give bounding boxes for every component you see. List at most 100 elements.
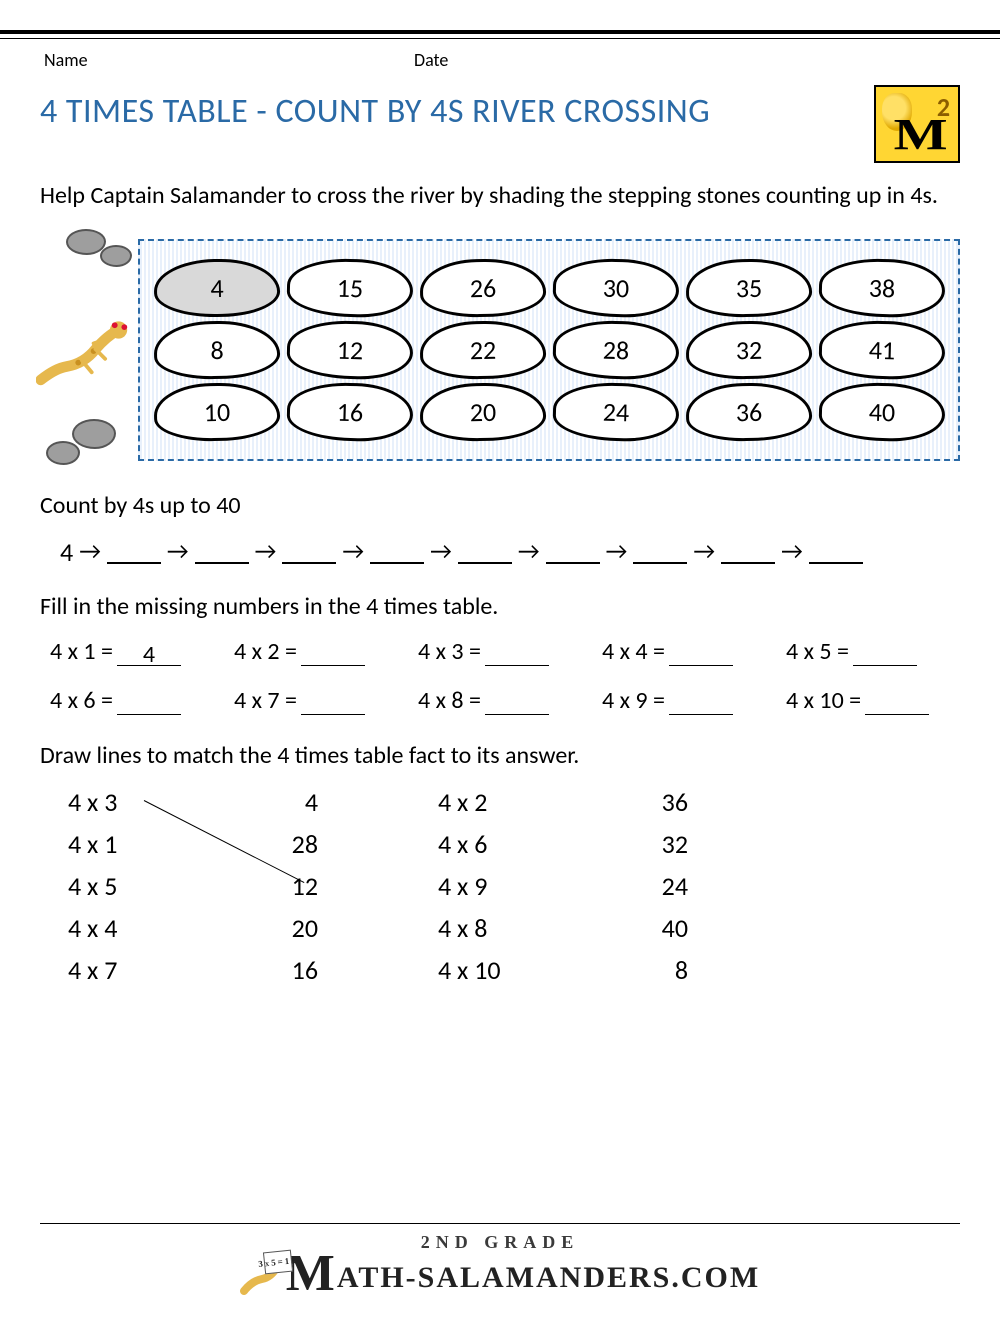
mult-answer-blank[interactable]	[669, 640, 733, 666]
stepping-stone[interactable]: 8	[153, 319, 280, 379]
arrow-icon: →	[342, 537, 364, 566]
stepping-stone[interactable]: 30	[552, 257, 679, 318]
footer-salamander-icon: 3x5=15	[240, 1257, 284, 1295]
count-blank[interactable]	[370, 540, 424, 564]
mult-answer-blank[interactable]	[865, 689, 929, 715]
match-answer[interactable]: 24	[638, 870, 688, 902]
arrow-icon: →	[606, 537, 628, 566]
mult-question: 4 x 3 =	[418, 637, 481, 666]
stepping-stone[interactable]: 36	[685, 381, 812, 441]
match-question[interactable]: 4 x 1	[68, 828, 148, 860]
mult-item: 4 x 5 =	[786, 637, 960, 666]
match-answer[interactable]: 8	[638, 954, 688, 986]
arrow-icon: →	[255, 537, 277, 566]
mult-question: 4 x 10 =	[786, 686, 861, 715]
stepping-stone[interactable]: 10	[153, 381, 280, 441]
multiplication-grid: 4 x 1 =44 x 2 =4 x 3 =4 x 4 =4 x 5 =4 x …	[50, 637, 960, 715]
mult-question: 4 x 4 =	[602, 637, 665, 666]
count-blank[interactable]	[633, 540, 687, 564]
stepping-stone[interactable]: 40	[818, 381, 945, 442]
stepping-stone[interactable]: 38	[818, 257, 945, 318]
match-answer[interactable]: 12	[268, 870, 318, 902]
match-question[interactable]: 4 x 8	[438, 912, 518, 944]
match-question[interactable]: 4 x 7	[68, 954, 148, 986]
count-blank[interactable]	[282, 540, 336, 564]
mult-item: 4 x 6 =	[50, 686, 224, 715]
worksheet-page: Name Date 4 TIMES TABLE - COUNT BY 4S RI…	[0, 49, 1000, 986]
match-answer[interactable]: 28	[268, 828, 318, 860]
stepping-stone[interactable]: 22	[419, 319, 546, 379]
rock-icon	[46, 441, 80, 465]
mult-question: 4 x 5 =	[786, 637, 849, 666]
river-crossing: 4152630353881222283241101620243640	[40, 235, 960, 465]
title-row: 4 TIMES TABLE - COUNT BY 4S RIVER CROSSI…	[40, 85, 960, 163]
stepping-stone[interactable]: 32	[685, 319, 812, 379]
stepping-stone[interactable]: 24	[552, 381, 679, 442]
count-blank[interactable]	[546, 540, 600, 564]
match-section: 4 x 34 x 14 x 54 x 44 x 74281220164 x 24…	[68, 786, 960, 986]
rock-icon	[66, 229, 106, 255]
top-thin-rule	[0, 38, 1000, 39]
count-blank[interactable]	[809, 540, 863, 564]
match-question[interactable]: 4 x 2	[438, 786, 518, 818]
footer: 2ND GRADE 3x5=15 M ATH-SALAMANDERS.COM	[0, 1223, 1000, 1300]
count-blank[interactable]	[195, 540, 249, 564]
mult-answer-blank[interactable]	[853, 640, 917, 666]
match-answer[interactable]: 16	[268, 954, 318, 986]
stepping-stone[interactable]: 16	[286, 381, 413, 442]
rock-icon	[72, 419, 116, 449]
mult-answer-blank[interactable]	[301, 640, 365, 666]
footer-brand: 3x5=15 M ATH-SALAMANDERS.COM	[240, 1253, 760, 1295]
mult-question: 4 x 9 =	[602, 686, 665, 715]
match-answer[interactable]: 20	[268, 912, 318, 944]
match-question[interactable]: 4 x 4	[68, 912, 148, 944]
stepping-stone[interactable]: 15	[286, 257, 413, 318]
mult-question: 4 x 7 =	[234, 686, 297, 715]
stepping-stone[interactable]: 35	[685, 257, 812, 317]
grade-badge: 2 M	[874, 85, 960, 163]
left-bank	[40, 235, 138, 465]
stepping-stone[interactable]: 4	[153, 257, 280, 317]
match-question[interactable]: 4 x 9	[438, 870, 518, 902]
mult-item: 4 x 2 =	[234, 637, 408, 666]
header-row: Name Date	[40, 49, 960, 71]
match-answer[interactable]: 36	[638, 786, 688, 818]
match-question[interactable]: 4 x 6	[438, 828, 518, 860]
mult-question: 4 x 6 =	[50, 686, 113, 715]
match-answer[interactable]: 32	[638, 828, 688, 860]
footer-card-icon: 3x5=15	[263, 1250, 293, 1275]
arrow-icon: →	[693, 537, 715, 566]
arrow-icon: →	[79, 537, 101, 566]
mult-answer-blank[interactable]	[669, 689, 733, 715]
stepping-stone[interactable]: 41	[818, 319, 945, 380]
footer-grade: 2ND GRADE	[0, 1232, 1000, 1253]
count-sequence: 4 → → → → → → → → →	[60, 536, 960, 568]
stepping-stone[interactable]: 20	[419, 381, 546, 441]
mult-item: 4 x 9 =	[602, 686, 776, 715]
mult-answer-blank[interactable]	[117, 689, 181, 715]
stepping-stone[interactable]: 26	[419, 257, 546, 317]
mult-answer-blank[interactable]	[485, 689, 549, 715]
mult-answer-blank[interactable]: 4	[117, 640, 181, 666]
count-blank[interactable]	[107, 540, 161, 564]
mult-row: 4 x 6 =4 x 7 =4 x 8 =4 x 9 =4 x 10 =	[50, 686, 960, 715]
arrow-icon: →	[430, 537, 452, 566]
count-blank[interactable]	[721, 540, 775, 564]
mult-answer-blank[interactable]	[485, 640, 549, 666]
match-left-questions: 4 x 3 4 x 1 4 x 5 4 x 4 4 x 7	[68, 786, 148, 986]
match-answer[interactable]: 4	[268, 786, 318, 818]
stepping-stone[interactable]: 12	[286, 319, 413, 380]
arrow-icon: →	[167, 537, 189, 566]
top-thick-rule	[0, 30, 1000, 34]
mult-answer-blank[interactable]	[301, 689, 365, 715]
match-question[interactable]: 4 x 10	[438, 954, 518, 986]
match-question[interactable]: 4 x 3	[68, 786, 148, 818]
match-answer[interactable]: 40	[638, 912, 688, 944]
date-label: Date	[414, 49, 448, 71]
match-right-questions: 4 x 2 4 x 6 4 x 9 4 x 8 4 x 10	[438, 786, 518, 986]
count-blank[interactable]	[458, 540, 512, 564]
match-question[interactable]: 4 x 5	[68, 870, 148, 902]
stone-row: 101620243640	[150, 383, 948, 441]
stepping-stone[interactable]: 28	[552, 319, 679, 380]
footer-rule	[40, 1223, 960, 1224]
